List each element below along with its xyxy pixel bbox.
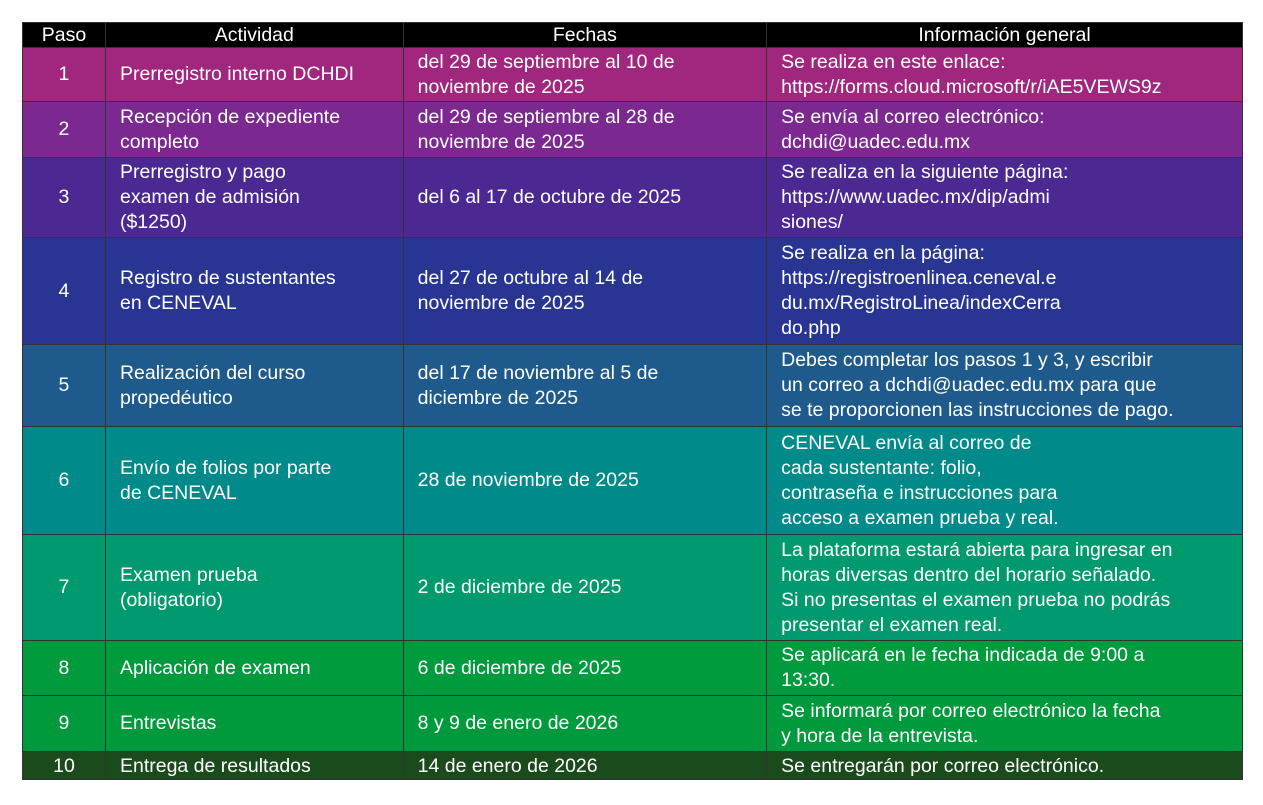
table-row: 6 Envío de folios por parte de CENEVAL 28 …: [22, 426, 1243, 535]
activity-cell: Examen prueba (obligatorio): [104, 534, 404, 641]
activity-cell: Aplicación de examen: [104, 640, 404, 696]
activity-cell: Realización del curso propedéutico: [104, 344, 404, 427]
table-row: 1 Prerregistro interno DCHDI del 29 de sep…: [22, 47, 1243, 102]
table-row: 9 Entrevistas 8 y 9 de enero de 2026 Se inf…: [22, 695, 1243, 752]
dates-cell: del 29 de septiembre al 28 de noviembre …: [402, 101, 768, 158]
info-cell: Se aplicará en le fecha indicada de 9:00…: [766, 640, 1243, 696]
header-actividad: Actividad: [104, 22, 404, 48]
info-cell: La plataforma estará abierta para ingres…: [766, 534, 1243, 641]
activity-cell: Entrevistas: [104, 695, 404, 752]
schedule-table: Paso Actividad Fechas Información genera…: [22, 22, 1243, 780]
table-row: 10 Entrega de resultados 14 de enero de 20…: [22, 751, 1243, 780]
dates-cell: del 27 de octubre al 14 de noviembre de …: [402, 237, 768, 345]
dates-cell: 2 de diciembre de 2025: [402, 534, 768, 641]
dates-cell: 6 de diciembre de 2025: [402, 640, 768, 696]
info-cell: Se entregarán por correo electrónico.: [766, 751, 1243, 780]
dates-cell: del 29 de septiembre al 10 de noviembre …: [402, 47, 768, 102]
step-number: 9: [22, 695, 106, 752]
step-number: 5: [22, 344, 106, 427]
dates-cell: 8 y 9 de enero de 2026: [402, 695, 768, 752]
activity-cell: Recepción de expediente completo: [104, 101, 404, 158]
header-row: Paso Actividad Fechas Información genera…: [22, 22, 1243, 48]
info-cell: Debes completar los pasos 1 y 3, y escri…: [766, 344, 1243, 427]
info-cell: CENEVAL envía al correo de cada sustenta…: [766, 426, 1243, 535]
info-cell: Se realiza en este enlace: https://forms…: [766, 47, 1243, 102]
dates-cell: 28 de noviembre de 2025: [402, 426, 768, 535]
step-number: 1: [22, 47, 106, 102]
info-cell: Se informará por correo electrónico la f…: [766, 695, 1243, 752]
table-row: 3 Prerregistro y pago examen de admisión …: [22, 157, 1243, 238]
table-row: 2 Recepción de expediente completo del 29 …: [22, 101, 1243, 158]
table-row: 8 Aplicación de examen 6 de diciembre de 2…: [22, 640, 1243, 696]
activity-cell: Envío de folios por parte de CENEVAL: [104, 426, 404, 535]
table-row: 5 Realización del curso propedéutico del 1…: [22, 344, 1243, 427]
step-number: 2: [22, 101, 106, 158]
dates-cell: del 6 al 17 de octubre de 2025: [402, 157, 768, 238]
activity-cell: Prerregistro y pago examen de admisión (…: [104, 157, 404, 238]
step-number: 4: [22, 237, 106, 345]
header-paso: Paso: [22, 22, 106, 48]
step-number: 3: [22, 157, 106, 238]
step-number: 8: [22, 640, 106, 696]
header-fechas: Fechas: [402, 22, 768, 48]
info-cell: Se realiza en la página: https://registr…: [766, 237, 1243, 345]
dates-cell: 14 de enero de 2026: [402, 751, 768, 780]
header-informacion: Información general: [766, 22, 1243, 48]
table-row: 7 Examen prueba (obligatorio) 2 de diciemb…: [22, 534, 1243, 641]
step-number: 10: [22, 751, 106, 780]
activity-cell: Prerregistro interno DCHDI: [104, 47, 404, 102]
step-number: 6: [22, 426, 106, 535]
table-row: 4 Registro de sustentantes en CENEVAL del …: [22, 237, 1243, 345]
dates-cell: del 17 de noviembre al 5 de diciembre de…: [402, 344, 768, 427]
activity-cell: Entrega de resultados: [104, 751, 404, 780]
info-cell: Se envía al correo electrónico: dchdi@ua…: [766, 101, 1243, 158]
activity-cell: Registro de sustentantes en CENEVAL: [104, 237, 404, 345]
step-number: 7: [22, 534, 106, 641]
info-cell: Se realiza en la siguiente página: https…: [766, 157, 1243, 238]
